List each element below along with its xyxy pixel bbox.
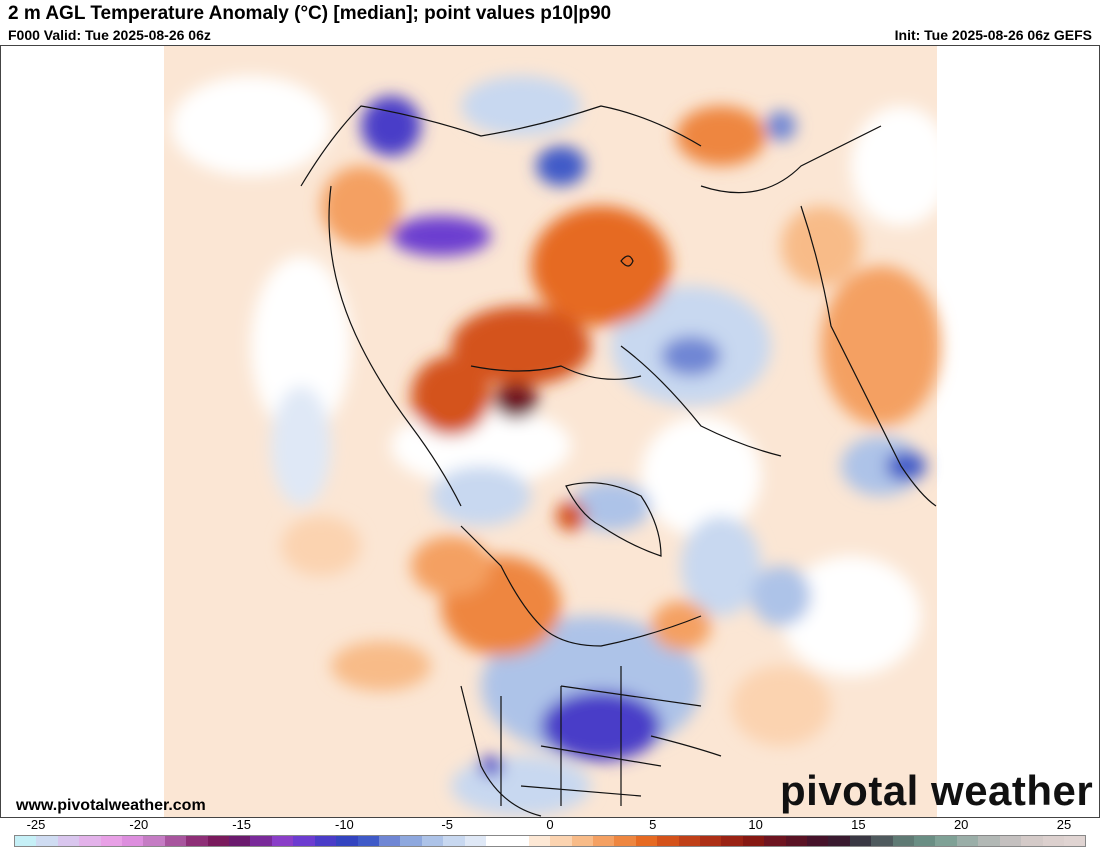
colorbar-tick-label: -15 bbox=[232, 817, 251, 832]
colorbar-cell bbox=[528, 836, 551, 846]
colorbar-tick-label: -20 bbox=[129, 817, 149, 832]
colorbar-cell bbox=[1042, 836, 1064, 846]
colorbar-cell bbox=[635, 836, 658, 846]
colorbar-cell bbox=[485, 836, 508, 846]
website-watermark: www.pivotalweather.com bbox=[16, 797, 206, 814]
colorbar-cell bbox=[443, 836, 465, 846]
colorbar-cell bbox=[592, 836, 615, 846]
colorbar-cell bbox=[956, 836, 979, 846]
colorbar-cell bbox=[250, 836, 272, 846]
colorbar-cell bbox=[571, 836, 593, 846]
colorbar-tick-label: 0 bbox=[546, 817, 554, 832]
colorbar-cell bbox=[357, 836, 379, 846]
colorbar-tick-label: -5 bbox=[441, 817, 453, 832]
anomaly-field bbox=[171, 76, 951, 816]
colorbar-cell bbox=[742, 836, 765, 846]
colorbar-cell bbox=[57, 836, 80, 846]
colorbar-cell bbox=[79, 836, 101, 846]
colorbar-cell bbox=[421, 836, 444, 846]
colorbar-cell bbox=[764, 836, 786, 846]
colorbar-cell bbox=[378, 836, 401, 846]
colorbar-cell bbox=[164, 836, 187, 846]
colorbar-cell bbox=[550, 836, 572, 846]
colorbar-cell bbox=[314, 836, 337, 846]
colorbar-cell bbox=[336, 836, 358, 846]
colorbar-cell bbox=[935, 836, 957, 846]
colorbar-cell bbox=[464, 836, 486, 846]
colorbar-ticks: -25 -20 -15 -10 -5 0 5 10 15 20 25 bbox=[0, 817, 1100, 833]
colorbar-cell bbox=[15, 836, 37, 846]
colorbar-tick-label: 25 bbox=[1056, 817, 1072, 832]
colorbar-cell bbox=[271, 836, 294, 846]
map-panel[interactable] bbox=[0, 45, 1100, 818]
colorbar-cell bbox=[657, 836, 679, 846]
colorbar-cell bbox=[828, 836, 850, 846]
colorbar-cell bbox=[143, 836, 165, 846]
anomaly-map bbox=[164, 46, 951, 817]
coastlines bbox=[300, 105, 937, 817]
colorbar-cell bbox=[807, 836, 829, 846]
colorbar-cell bbox=[1021, 836, 1043, 846]
colorbar-cell bbox=[785, 836, 808, 846]
colorbar-tick-label: 5 bbox=[649, 817, 657, 832]
valid-time: F000 Valid: Tue 2025-08-26 06z bbox=[8, 27, 211, 43]
colorbar-tick-label: 10 bbox=[748, 817, 763, 832]
colorbar-tick-label: 20 bbox=[953, 817, 969, 832]
map-title: 2 m AGL Temperature Anomaly (°C) [median… bbox=[8, 3, 612, 24]
colorbar-cell bbox=[100, 836, 123, 846]
colorbar-cell bbox=[978, 836, 1000, 846]
colorbar-cell bbox=[678, 836, 700, 846]
brand-logo: pivotal weather bbox=[780, 767, 1094, 814]
colorbar-tick-label: 15 bbox=[851, 817, 866, 832]
colorbar-tick-label: -10 bbox=[334, 817, 354, 832]
colorbar-cell bbox=[721, 836, 743, 846]
colorbar-cell bbox=[871, 836, 893, 846]
colorbar-cell bbox=[229, 836, 251, 846]
colorbar-cell bbox=[1063, 836, 1086, 846]
colorbar-cell bbox=[700, 836, 722, 846]
colorbar-cell bbox=[849, 836, 872, 846]
colorbar bbox=[14, 835, 1086, 847]
colorbar-cell bbox=[999, 836, 1022, 846]
colorbar-cell bbox=[507, 836, 529, 846]
colorbar-cell bbox=[186, 836, 208, 846]
colorbar-cell bbox=[614, 836, 636, 846]
colorbar-cell bbox=[293, 836, 315, 846]
colorbar-cell bbox=[892, 836, 915, 846]
init-time: Init: Tue 2025-08-26 06z GEFS bbox=[894, 27, 1092, 43]
colorbar-tick-label: -25 bbox=[26, 817, 46, 832]
colorbar-cell bbox=[207, 836, 230, 846]
colorbar-cell bbox=[36, 836, 58, 846]
colorbar-cell bbox=[914, 836, 936, 846]
colorbar-cell bbox=[400, 836, 422, 846]
colorbar-cell bbox=[122, 836, 144, 846]
